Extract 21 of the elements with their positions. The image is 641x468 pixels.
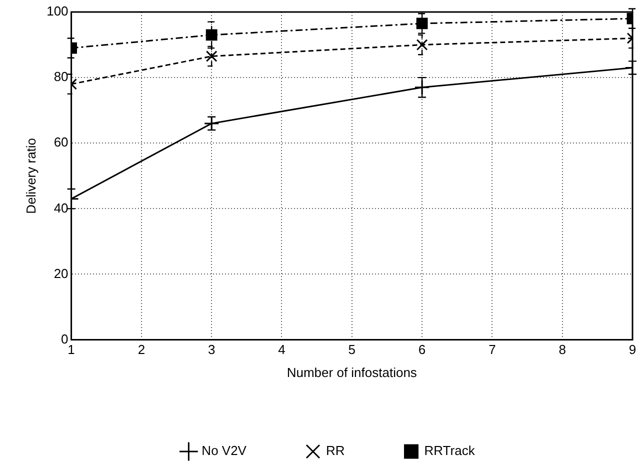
x-tick-label: 2 (138, 342, 146, 358)
legend-label: No V2V (202, 443, 247, 458)
x-tick-label: 3 (208, 342, 216, 358)
x-tick-label: 4 (278, 342, 286, 358)
y-tick-label: 0 (61, 331, 68, 346)
x-axis-title: Number of infostations (286, 364, 418, 380)
y-axis-title: Delivery ratio (23, 138, 38, 214)
legend-label: RRTrack (424, 443, 476, 458)
x-tick-label: 5 (348, 342, 356, 358)
y-tick-label: 60 (54, 134, 68, 150)
legend-label: RR (326, 443, 345, 458)
x-tick-label: 7 (488, 342, 496, 358)
y-tick-label: 40 (54, 200, 68, 216)
x-tick-label: 9 (628, 342, 636, 358)
point (414, 80, 430, 96)
x-tick-label: 1 (68, 342, 75, 358)
x-tick-label: 8 (558, 342, 566, 358)
x-tick-label: 6 (418, 342, 426, 358)
y-tick-label: 20 (54, 266, 68, 281)
y-tick-label: 100 (46, 4, 68, 19)
y-tick-label: 80 (54, 69, 68, 84)
